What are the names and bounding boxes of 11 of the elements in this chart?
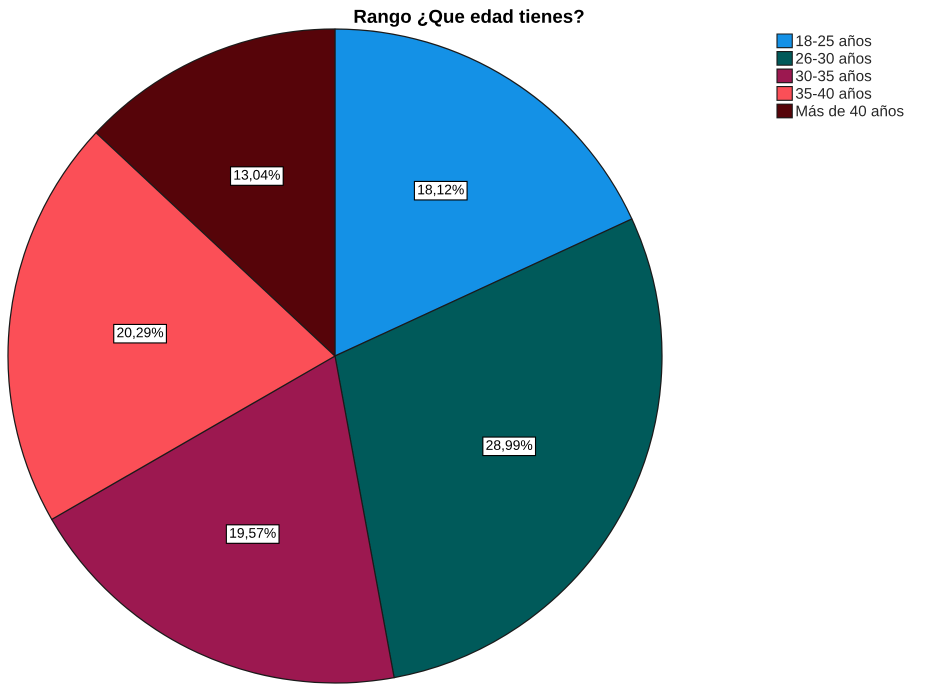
data-label: 20,29% <box>117 328 164 340</box>
legend-label: Más de 40 años <box>796 104 904 116</box>
chart-title: Rango ¿Que edad tienes? <box>354 9 584 27</box>
data-label: 13,04% <box>234 170 280 182</box>
data-label: 28,99% <box>486 440 532 452</box>
legend-label: 26-30 años <box>796 52 872 64</box>
data-label: 19,57% <box>230 528 276 540</box>
data-label: 18,12% <box>418 184 464 196</box>
legend-label: 30-35 años <box>796 70 872 82</box>
legend-label: 18-25 años <box>796 35 872 46</box>
legend-label: 35-40 años <box>796 88 872 99</box>
